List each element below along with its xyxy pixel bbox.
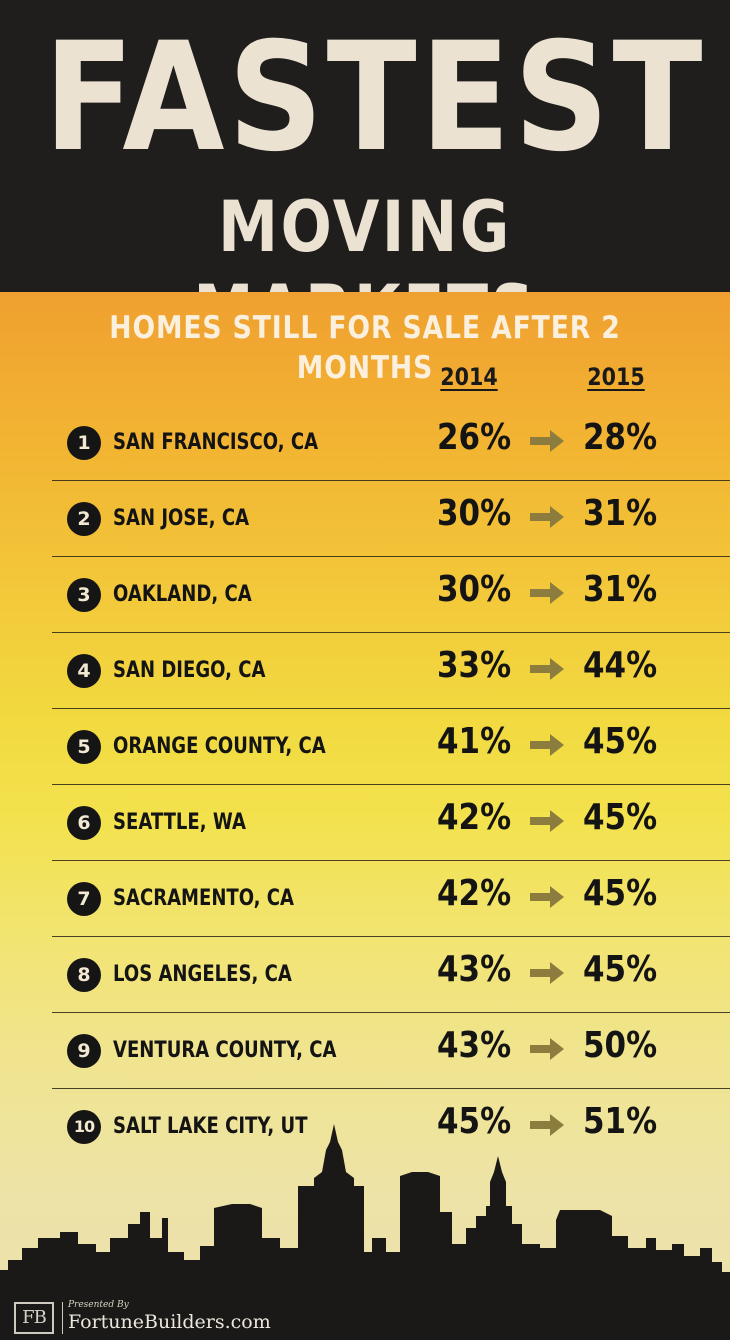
city-name: VENTURA COUNTY, CA <box>113 1038 337 1063</box>
value-2014: 43% <box>437 1025 512 1066</box>
presented-by-label: Presented By <box>68 1300 129 1310</box>
value-2014: 26% <box>437 417 512 458</box>
value-2014: 33% <box>437 645 512 686</box>
market-row: 10 SALT LAKE CITY, UT 45% 51% <box>0 1088 730 1164</box>
value-2014: 42% <box>437 797 512 838</box>
city-name: SAN JOSE, CA <box>113 506 250 531</box>
market-row: 8 LOS ANGELES, CA 43% 45% <box>0 936 730 1012</box>
value-2015: 45% <box>583 797 658 838</box>
value-2015: 44% <box>583 645 658 686</box>
rank-badge: 8 <box>67 958 101 992</box>
row-divider <box>52 784 730 785</box>
value-2014: 45% <box>437 1101 512 1142</box>
value-2015: 31% <box>583 493 658 534</box>
market-row: 1 SAN FRANCISCO, CA 26% 28% <box>0 404 730 480</box>
value-2014: 30% <box>437 569 512 610</box>
market-row: 6 SEATTLE, WA 42% 45% <box>0 784 730 860</box>
arrow-right-icon <box>530 734 564 756</box>
column-header-2014: 2014 <box>440 363 498 391</box>
city-skyline-silhouette <box>0 1124 730 1340</box>
content-gradient <box>0 292 730 1340</box>
arrow-right-icon <box>530 886 564 908</box>
footer-divider <box>62 1302 63 1334</box>
header-band <box>0 0 730 292</box>
rank-badge: 1 <box>67 426 101 460</box>
value-2014: 41% <box>437 721 512 762</box>
value-2014: 43% <box>437 949 512 990</box>
rank-badge: 6 <box>67 806 101 840</box>
value-2014: 42% <box>437 873 512 914</box>
row-divider <box>52 708 730 709</box>
arrow-right-icon <box>530 582 564 604</box>
city-name: SALT LAKE CITY, UT <box>113 1114 308 1139</box>
arrow-right-icon <box>530 506 564 528</box>
rank-badge: 7 <box>67 882 101 916</box>
market-row: 2 SAN JOSE, CA 30% 31% <box>0 480 730 556</box>
rank-badge: 4 <box>67 654 101 688</box>
arrow-right-icon <box>530 1114 564 1136</box>
table-heading: HOMES STILL FOR SALE AFTER 2 MONTHS <box>109 310 621 386</box>
rank-badge: 5 <box>67 730 101 764</box>
row-divider <box>52 556 730 557</box>
title: FASTEST <box>43 11 707 185</box>
value-2015: 51% <box>583 1101 658 1142</box>
brand-name[interactable]: FortuneBuilders.com <box>68 1311 271 1333</box>
arrow-right-icon <box>530 1038 564 1060</box>
fortunebuilders-logo: FB <box>14 1302 54 1334</box>
value-2015: 45% <box>583 721 658 762</box>
row-divider <box>52 632 730 633</box>
value-2015: 45% <box>583 949 658 990</box>
rank-badge: 9 <box>67 1034 101 1068</box>
row-divider <box>52 936 730 937</box>
value-2015: 28% <box>583 417 658 458</box>
value-2015: 45% <box>583 873 658 914</box>
row-divider <box>52 1088 730 1089</box>
arrow-right-icon <box>530 430 564 452</box>
row-divider <box>52 860 730 861</box>
row-divider <box>52 480 730 481</box>
market-row: 3 OAKLAND, CA 30% 31% <box>0 556 730 632</box>
city-name: LOS ANGELES, CA <box>113 962 292 987</box>
row-divider <box>52 1012 730 1013</box>
rank-badge: 2 <box>67 502 101 536</box>
arrow-right-icon <box>530 810 564 832</box>
arrow-right-icon <box>530 962 564 984</box>
city-name: ORANGE COUNTY, CA <box>113 734 326 759</box>
value-2015: 50% <box>583 1025 658 1066</box>
city-name: SACRAMENTO, CA <box>113 886 295 911</box>
city-name: OAKLAND, CA <box>113 582 252 607</box>
market-row: 7 SACRAMENTO, CA 42% 45% <box>0 860 730 936</box>
city-name: SAN DIEGO, CA <box>113 658 266 683</box>
market-row: 9 VENTURA COUNTY, CA 43% 50% <box>0 1012 730 1088</box>
column-header-2015: 2015 <box>587 363 645 391</box>
market-row: 4 SAN DIEGO, CA 33% 44% <box>0 632 730 708</box>
arrow-right-icon <box>530 658 564 680</box>
value-2014: 30% <box>437 493 512 534</box>
value-2015: 31% <box>583 569 658 610</box>
rank-badge: 10 <box>67 1110 101 1144</box>
city-name: SAN FRANCISCO, CA <box>113 430 319 455</box>
market-row: 5 ORANGE COUNTY, CA 41% 45% <box>0 708 730 784</box>
city-name: SEATTLE, WA <box>113 810 246 835</box>
rank-badge: 3 <box>67 578 101 612</box>
